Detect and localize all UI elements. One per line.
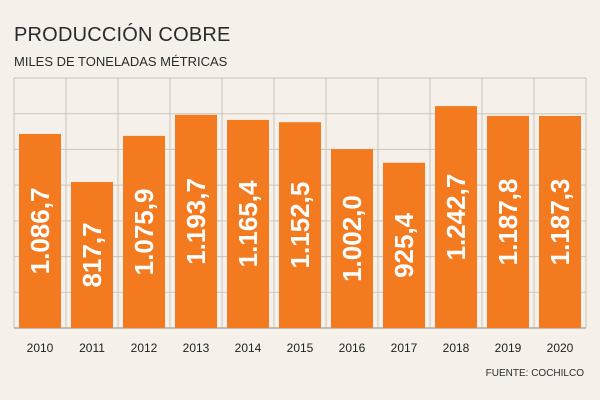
bar-2014 xyxy=(227,119,269,329)
chart-subtitle: MILES DE TONELADAS MÉTRICAS xyxy=(14,54,228,69)
bar-2010 xyxy=(19,133,61,328)
bar-2017 xyxy=(383,162,425,328)
bar-2016 xyxy=(331,149,373,328)
source-note: FUENTE: COCHILCO xyxy=(485,368,584,379)
bar-2020 xyxy=(539,115,581,328)
x-tick-label-2017: 2017 xyxy=(391,341,418,355)
chart-title: PRODUCCIÓN COBRE xyxy=(14,24,231,46)
x-tick-label-2012: 2012 xyxy=(131,341,158,355)
bar-value-label-2012: 1.075,9 xyxy=(129,189,159,276)
x-tick-label-2013: 2013 xyxy=(183,341,210,355)
bar-2011 xyxy=(71,181,113,328)
bar-value-label-2013: 1.193,7 xyxy=(181,178,211,265)
bar-2018 xyxy=(435,106,477,328)
bar-value-label-2010: 1.086,7 xyxy=(25,188,55,275)
bar-value-label-2018: 1.242,7 xyxy=(441,174,471,261)
bar-2013 xyxy=(175,114,217,328)
x-tick-label-2020: 2020 xyxy=(547,341,574,355)
bar-value-label-2011: 817,7 xyxy=(77,222,107,287)
bar-value-label-2019: 1.187,8 xyxy=(493,179,523,266)
bar-2015 xyxy=(279,122,321,328)
x-tick-label-2010: 2010 xyxy=(27,341,54,355)
bar-2019 xyxy=(487,115,529,329)
x-tick-label-2011: 2011 xyxy=(79,341,105,355)
x-tick-label-2015: 2015 xyxy=(287,341,314,355)
bar-value-label-2020: 1.187,3 xyxy=(545,179,575,266)
x-tick-label-2019: 2019 xyxy=(495,341,522,355)
bar-2012 xyxy=(123,135,165,328)
bar-value-label-2015: 1.152,5 xyxy=(285,182,315,269)
x-tick-label-2014: 2014 xyxy=(235,341,262,355)
x-tick-label-2016: 2016 xyxy=(339,341,366,355)
bar-value-label-2016: 1.002,0 xyxy=(337,195,367,282)
bar-value-label-2017: 925,4 xyxy=(389,212,419,278)
bar-value-label-2014: 1.165,4 xyxy=(233,180,263,267)
x-tick-label-2018: 2018 xyxy=(443,341,470,355)
